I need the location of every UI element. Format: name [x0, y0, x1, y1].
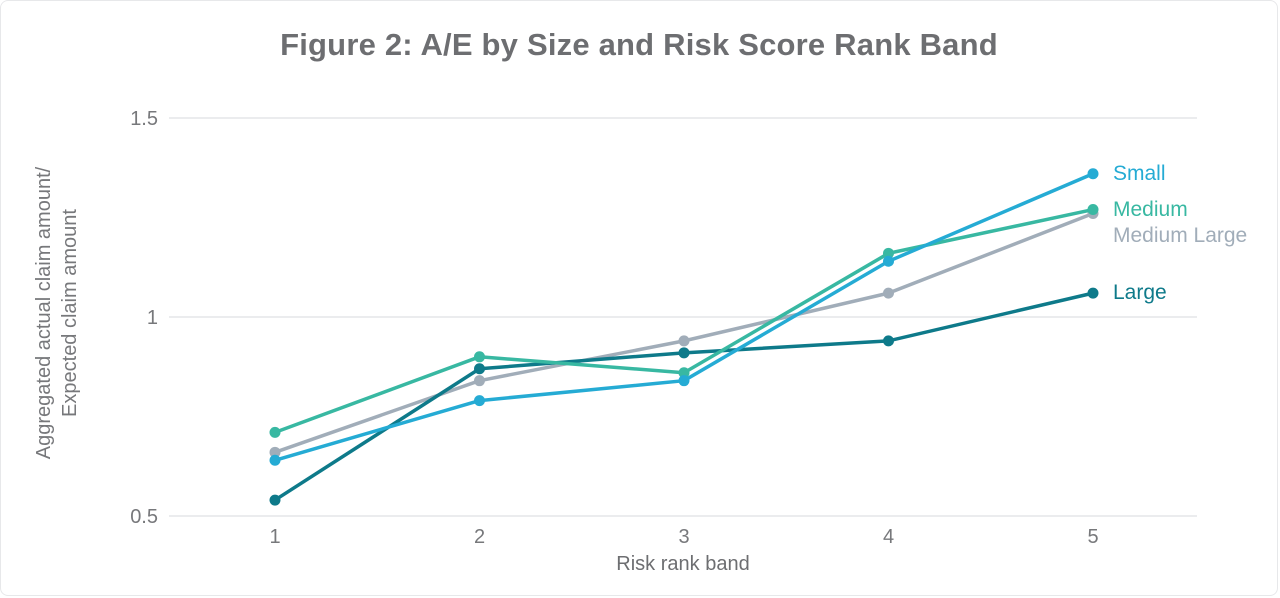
- data-point-medium: [269, 426, 281, 438]
- x-tick-label: 3: [678, 526, 689, 548]
- x-tick-label: 5: [1087, 526, 1098, 548]
- y-tick-label: 1.5: [130, 108, 158, 130]
- data-point-small: [678, 375, 690, 387]
- x-tick-label: 4: [883, 526, 894, 548]
- data-point-large: [474, 363, 485, 375]
- series-line-medium-large: [273, 211, 1095, 455]
- legend-label-medium-large: Medium Large: [1113, 223, 1248, 247]
- series-line-large: [273, 291, 1095, 502]
- legend-label-large: Large: [1113, 281, 1167, 305]
- data-point-large: [883, 335, 894, 347]
- data-point-small: [269, 454, 281, 466]
- data-point-small: [883, 255, 894, 267]
- data-point-large: [1087, 287, 1099, 299]
- legend-label-medium: Medium: [1113, 197, 1188, 221]
- data-point-medium-large: [883, 287, 894, 299]
- data-point-medium-large: [474, 375, 485, 387]
- data-point-small: [1087, 168, 1099, 180]
- x-tick-label: 2: [474, 526, 485, 548]
- data-point-small: [474, 395, 485, 407]
- y-tick-label: 0.5: [130, 506, 158, 528]
- chart-title: Figure 2: A/E by Size and Risk Score Ran…: [280, 27, 998, 62]
- data-point-large: [269, 494, 281, 506]
- legend-label-small: Small: [1113, 161, 1166, 185]
- data-point-medium: [474, 351, 485, 363]
- x-axis-title: Risk rank band: [616, 553, 750, 575]
- y-tick-label: 1: [147, 307, 158, 329]
- data-point-medium-large: [269, 446, 281, 458]
- data-point-medium: [678, 367, 690, 379]
- data-point-large: [678, 347, 690, 359]
- data-point-medium: [1087, 204, 1099, 216]
- data-point-medium: [883, 247, 894, 259]
- x-tick-label: 1: [269, 526, 280, 548]
- data-point-medium-large: [678, 335, 690, 347]
